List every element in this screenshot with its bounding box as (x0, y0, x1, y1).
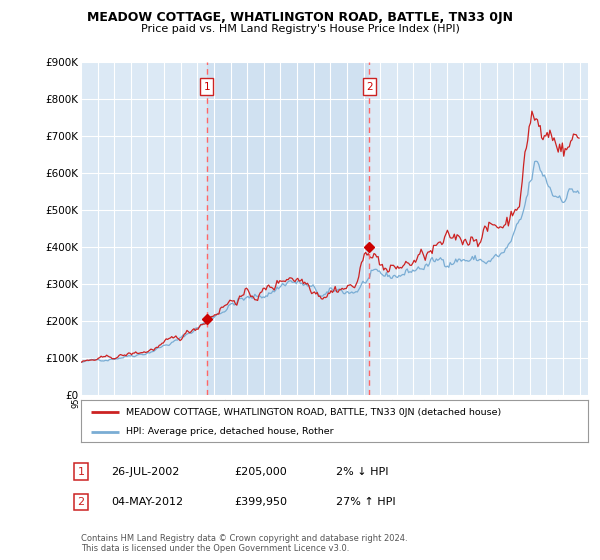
Text: MEADOW COTTAGE, WHATLINGTON ROAD, BATTLE, TN33 0JN (detached house): MEADOW COTTAGE, WHATLINGTON ROAD, BATTLE… (125, 408, 501, 417)
Text: 04-MAY-2012: 04-MAY-2012 (111, 497, 183, 507)
Text: 2: 2 (366, 82, 373, 92)
Text: 27% ↑ HPI: 27% ↑ HPI (336, 497, 395, 507)
Text: 1: 1 (77, 466, 85, 477)
Text: 2% ↓ HPI: 2% ↓ HPI (336, 466, 389, 477)
Text: HPI: Average price, detached house, Rother: HPI: Average price, detached house, Roth… (125, 427, 333, 436)
Bar (207, 62, 369, 395)
Text: £205,000: £205,000 (234, 466, 287, 477)
Text: 1: 1 (203, 82, 210, 92)
Text: Contains HM Land Registry data © Crown copyright and database right 2024.
This d: Contains HM Land Registry data © Crown c… (81, 534, 407, 553)
Text: 26-JUL-2002: 26-JUL-2002 (111, 466, 179, 477)
Text: 2: 2 (77, 497, 85, 507)
Text: Price paid vs. HM Land Registry's House Price Index (HPI): Price paid vs. HM Land Registry's House … (140, 24, 460, 34)
Text: MEADOW COTTAGE, WHATLINGTON ROAD, BATTLE, TN33 0JN: MEADOW COTTAGE, WHATLINGTON ROAD, BATTLE… (87, 11, 513, 24)
Text: £399,950: £399,950 (234, 497, 287, 507)
